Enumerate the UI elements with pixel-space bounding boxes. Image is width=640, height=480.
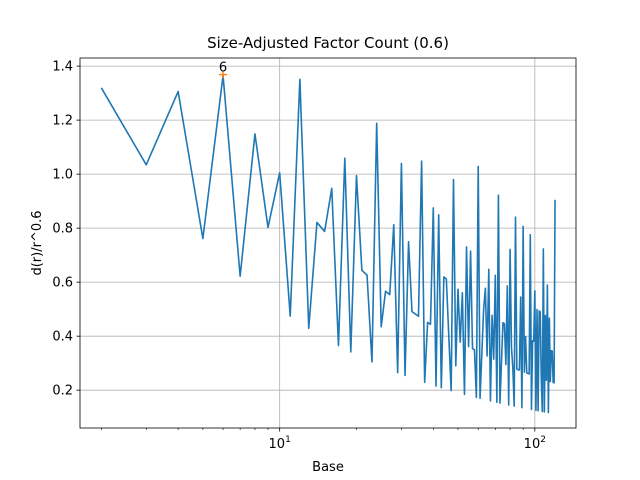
x-tick-label: 102 xyxy=(524,435,546,452)
y-axis-label: d(r)/r^0.6 xyxy=(30,210,45,275)
series-line xyxy=(100,74,556,414)
tick-layer: 0.2 0.4 0.6 0.8 1.0 1.2 1.4 101 102 xyxy=(52,60,546,452)
y-tick-label: 1.4 xyxy=(52,60,73,75)
highlight-annotation: 6 xyxy=(219,61,227,76)
axes-frame xyxy=(79,57,577,429)
series-layer xyxy=(100,74,556,414)
marker-layer: 6 xyxy=(219,61,227,79)
y-tick-label: 0.4 xyxy=(52,330,73,345)
highlight-marker xyxy=(219,70,228,79)
y-tick-label: 1.2 xyxy=(52,114,73,129)
y-tick-label: 0.6 xyxy=(52,276,73,291)
x-axis-label: Base xyxy=(312,460,344,475)
y-tick-label: 0.2 xyxy=(52,384,73,399)
chart-title: Size-Adjusted Factor Count (0.6) xyxy=(207,34,449,52)
x-tick-label: 101 xyxy=(269,435,291,452)
grid-layer xyxy=(80,58,576,428)
y-tick-label: 1.0 xyxy=(52,168,73,183)
y-tick-label: 0.8 xyxy=(52,222,73,237)
